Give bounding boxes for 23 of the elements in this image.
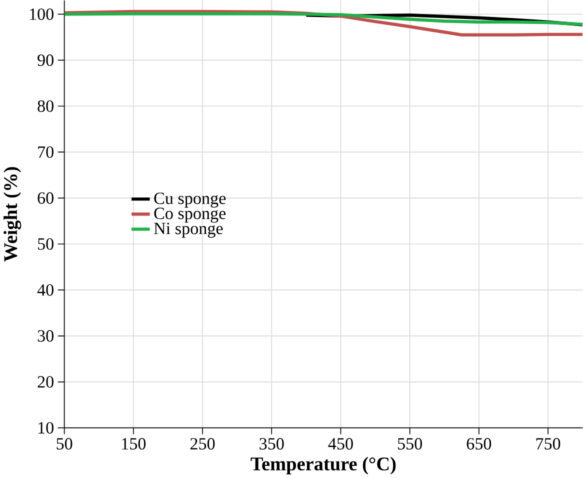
x-tick-label: 450	[328, 438, 353, 450]
y-tick-label: 60	[38, 192, 54, 204]
y-tick-label: 70	[38, 146, 54, 158]
legend-label: Cu sponge	[154, 192, 226, 208]
y-tick-label: 20	[38, 376, 54, 388]
y-tick-label: 10	[38, 422, 54, 434]
y-tick-label: 40	[37, 284, 54, 296]
legend-label: Co sponge	[154, 208, 226, 223]
y-tick-label: 80	[38, 100, 54, 112]
x-tick-label: 750	[536, 438, 560, 450]
legend-label: Ni sponge	[154, 222, 223, 238]
x-tick-label: 350	[260, 438, 284, 450]
y-tick-label: 50	[38, 238, 54, 250]
x-tick-label: 550	[398, 438, 422, 450]
x-tick-label: 650	[466, 438, 492, 450]
y-tick-label: 90	[38, 54, 54, 66]
y-tick-label: 100	[30, 8, 54, 20]
y-tick-label: 30	[38, 330, 54, 342]
x-tick-label: 50	[56, 438, 72, 450]
x-tick-label: 150	[122, 438, 146, 450]
x-axis-title: Temperature (°C)	[250, 456, 396, 474]
x-tick-label: 250	[190, 438, 215, 450]
y-axis-title: Weight (%)	[4, 167, 22, 262]
